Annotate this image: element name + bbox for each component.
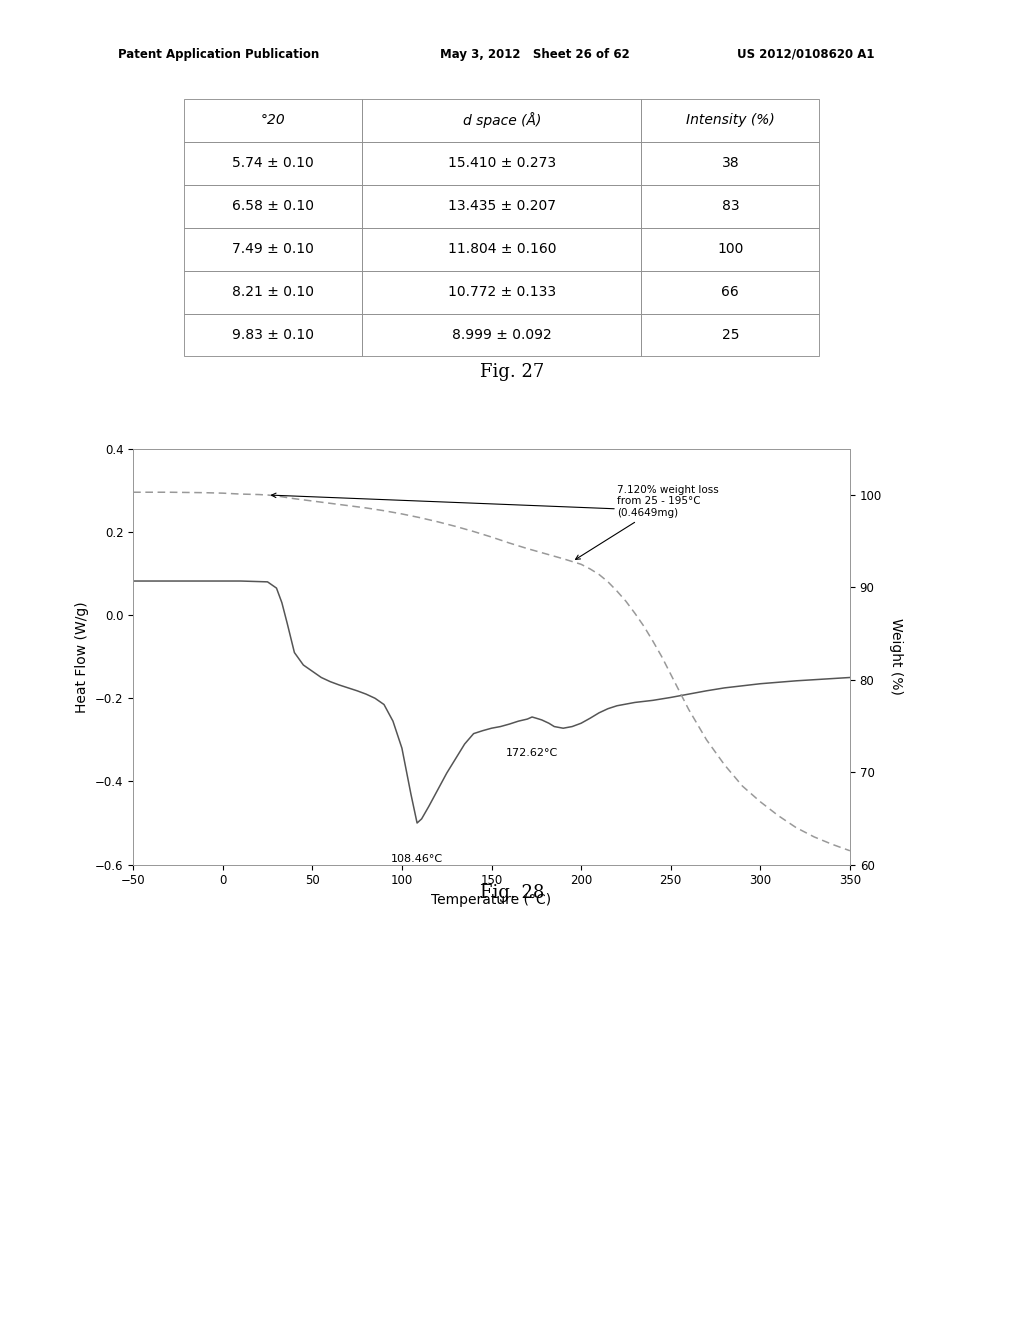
Text: US 2012/0108620 A1: US 2012/0108620 A1	[737, 48, 874, 61]
Y-axis label: Heat Flow (W/g): Heat Flow (W/g)	[76, 601, 89, 713]
Text: 172.62°C: 172.62°C	[506, 748, 558, 758]
Y-axis label: Weight (%): Weight (%)	[889, 618, 903, 696]
Text: Fig. 27: Fig. 27	[480, 363, 544, 381]
Text: May 3, 2012   Sheet 26 of 62: May 3, 2012 Sheet 26 of 62	[440, 48, 630, 61]
Text: 7.120% weight loss
from 25 - 195°C
(0.4649mg): 7.120% weight loss from 25 - 195°C (0.46…	[575, 484, 719, 560]
X-axis label: Temperature (°C): Temperature (°C)	[431, 892, 552, 907]
Text: 108.46°C: 108.46°C	[391, 854, 443, 865]
Text: Patent Application Publication: Patent Application Publication	[118, 48, 319, 61]
Text: Fig. 28: Fig. 28	[480, 884, 544, 903]
